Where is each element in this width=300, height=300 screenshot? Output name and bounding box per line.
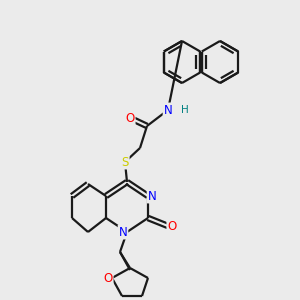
Text: O: O: [125, 112, 135, 124]
Text: N: N: [148, 190, 156, 202]
Text: H: H: [181, 105, 189, 115]
Text: O: O: [167, 220, 177, 232]
Text: N: N: [118, 226, 127, 238]
Text: N: N: [164, 103, 172, 116]
Text: O: O: [103, 272, 112, 284]
Text: S: S: [121, 155, 129, 169]
